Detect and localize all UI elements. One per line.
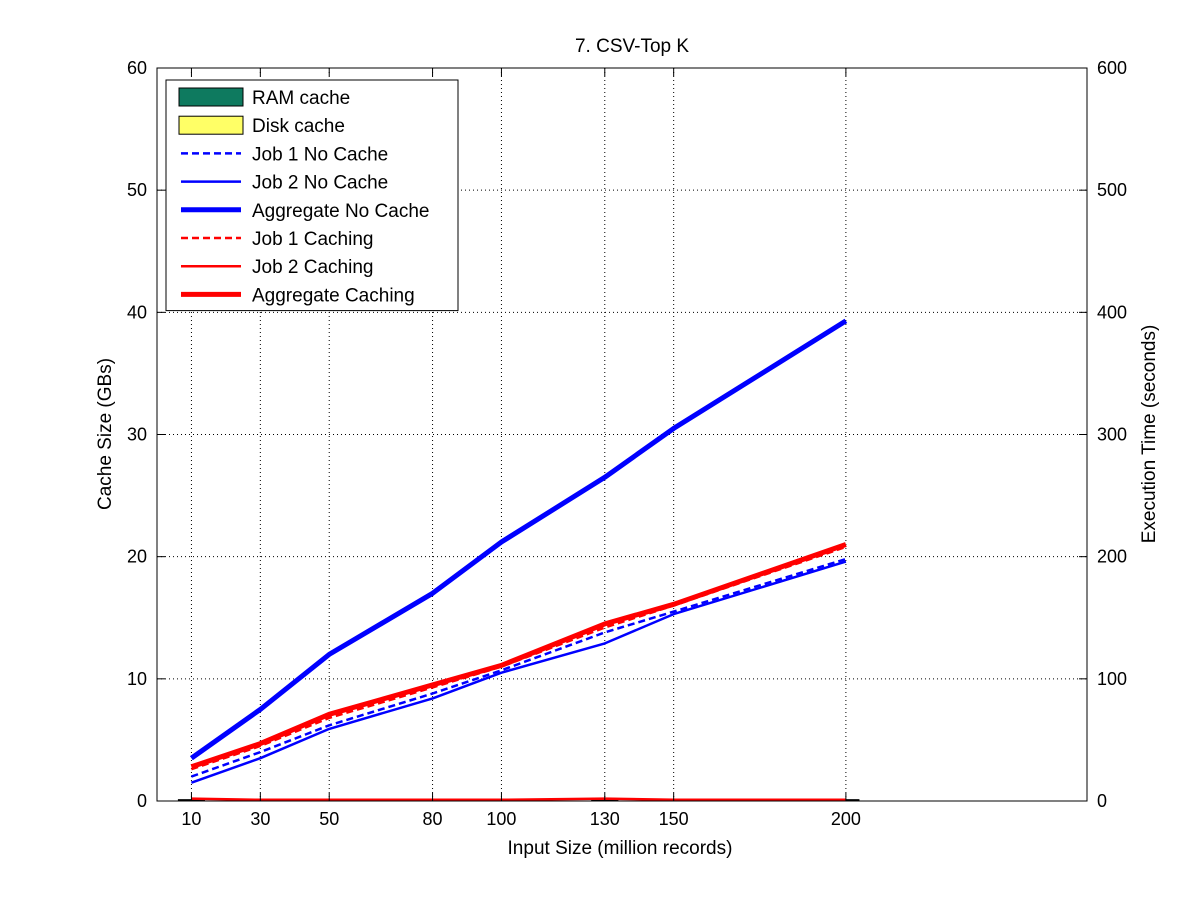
y-tick-label: 60	[127, 58, 147, 78]
legend-item-aggregate-no-cache[interactable]: Aggregate No Cache	[181, 201, 429, 222]
y-tick-label: 20	[127, 547, 147, 567]
legend-swatch	[178, 87, 244, 107]
legend[interactable]: RAM cache Disk cache Job 1 No Cache Job 2 N…	[165, 79, 459, 312]
y-axis-label: Cache Size (GBs)	[95, 358, 116, 510]
series-job-1-no-cache	[190, 557, 847, 778]
y2-tick-label: 600	[1097, 58, 1127, 78]
legend-label: Job 2 No Cache	[252, 173, 388, 194]
series-aggregate-caching	[190, 542, 847, 770]
legend-label: Job 1 No Cache	[252, 144, 388, 165]
y-tick-label: 10	[127, 669, 147, 689]
y-tick-label: 40	[127, 302, 147, 322]
series-job-2-no-cache	[190, 560, 847, 784]
x-tick-label: 10	[181, 809, 201, 829]
series-aggregate-no-cache	[189, 318, 848, 761]
legend-item-aggregate-caching[interactable]: Aggregate Caching	[181, 285, 415, 306]
x-tick-label: 130	[590, 809, 620, 829]
y2-tick-label: 300	[1097, 425, 1127, 445]
legend-item-job-2-caching[interactable]: Job 2 Caching	[181, 257, 373, 278]
legend-swatch	[178, 115, 244, 135]
y2-tick-label: 100	[1097, 669, 1127, 689]
x-tick-label: 200	[831, 809, 861, 829]
x-tick-label: 80	[423, 809, 443, 829]
x-tick-label: 100	[486, 809, 516, 829]
legend-item-job-2-no-cache[interactable]: Job 2 No Cache	[181, 173, 388, 194]
y2-tick-label: 200	[1097, 547, 1127, 567]
y2-tick-label: 500	[1097, 180, 1127, 200]
x-tick-label: 30	[250, 809, 270, 829]
legend-item-job-1-caching[interactable]: Job 1 Caching	[181, 229, 373, 250]
x-tick-label: 50	[319, 809, 339, 829]
x-tick-label: 150	[659, 809, 689, 829]
y-tick-label: 0	[137, 791, 147, 811]
legend-label: RAM cache	[252, 88, 350, 109]
legend-label: Disk cache	[252, 116, 345, 137]
y2-tick-label: 0	[1097, 791, 1107, 811]
legend-label: Aggregate No Cache	[252, 201, 429, 222]
chart-title: 7. CSV-Top K	[575, 36, 689, 57]
legend-label: Aggregate Caching	[252, 285, 415, 306]
legend-label: Job 2 Caching	[252, 257, 373, 278]
legend-label: Job 1 Caching	[252, 229, 373, 250]
legend-item-job-1-no-cache[interactable]: Job 1 No Cache	[181, 144, 388, 165]
lines-layer	[189, 318, 848, 802]
series-job-2-caching	[191, 797, 846, 802]
y-tick-label: 30	[127, 425, 147, 445]
y2-axis-label: Execution Time (seconds)	[1139, 325, 1160, 544]
legend-item-ram-cache[interactable]: RAM cache	[178, 87, 350, 109]
legend-item-disk-cache[interactable]: Disk cache	[178, 115, 345, 137]
ticks-layer: 10 30 50 80 100 130 150 20001020304050600100200…	[127, 58, 1127, 829]
y2-tick-label: 400	[1097, 302, 1127, 322]
y-tick-label: 50	[127, 180, 147, 200]
x-axis-label: Input Size (million records)	[508, 838, 733, 859]
